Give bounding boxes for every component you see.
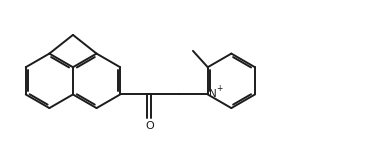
Text: +: + — [216, 84, 223, 93]
Text: N: N — [208, 89, 216, 99]
Text: O: O — [145, 121, 154, 131]
